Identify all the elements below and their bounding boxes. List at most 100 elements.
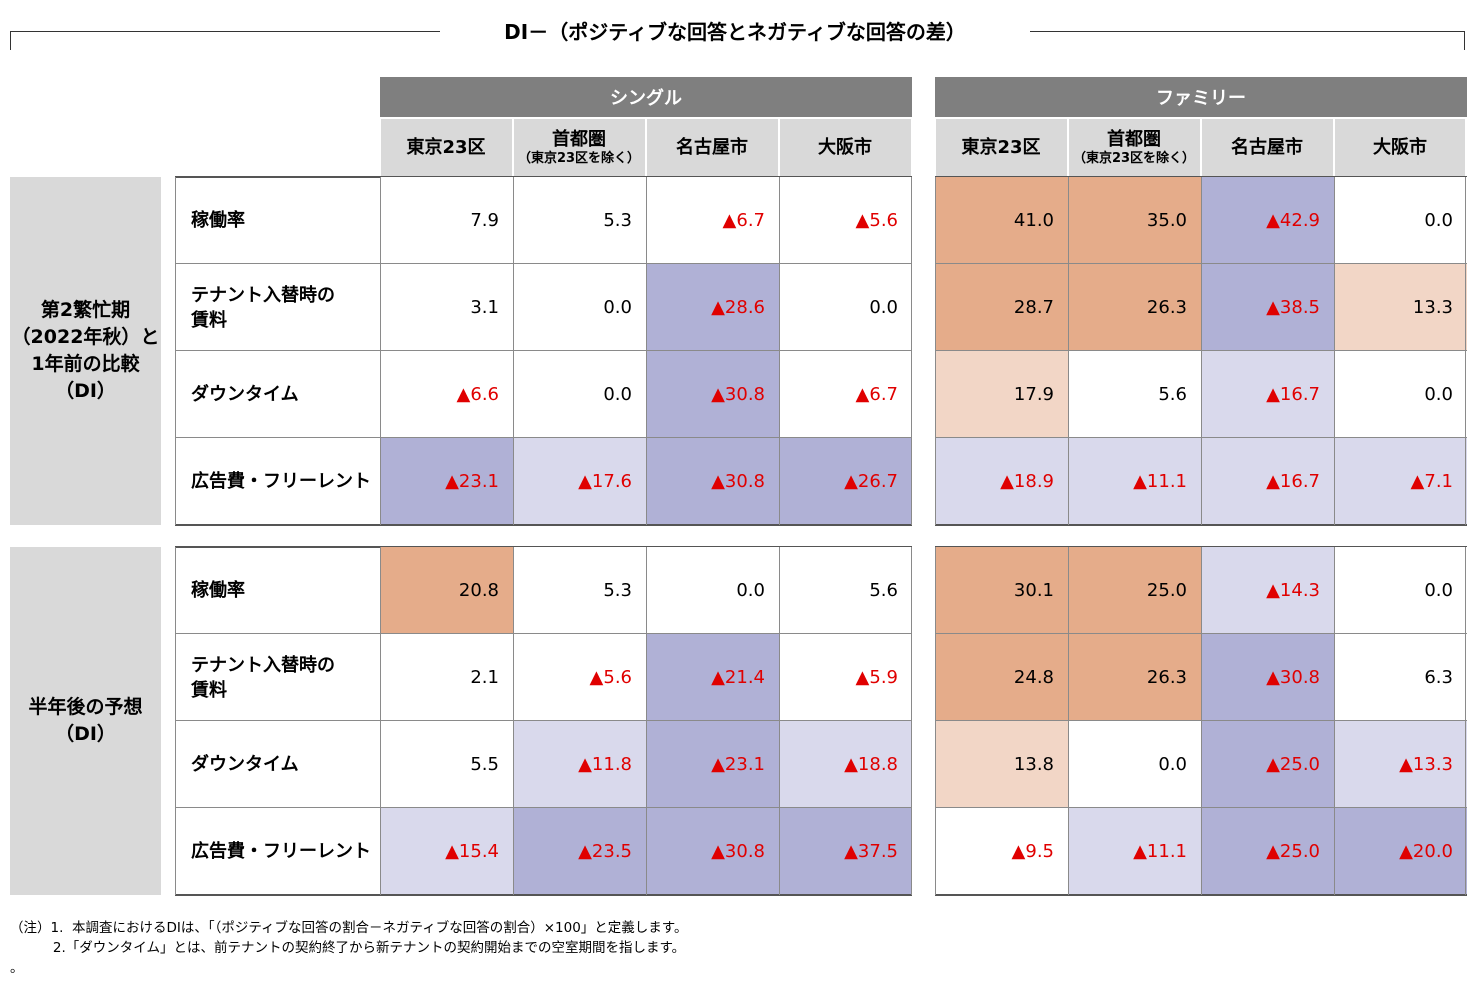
section-label: 第2繁忙期 （2022年秋）と 1年前の比較 （DI） xyxy=(10,177,161,525)
header-rule xyxy=(1068,119,1069,176)
table-cell: ▲25.0 xyxy=(1201,808,1334,895)
table-cell: ▲7.1 xyxy=(1334,438,1467,525)
header-rule xyxy=(1201,119,1202,176)
footnote-2: 2.「ダウンタイム」とは、前テナントの契約終了から新テナントの契約開始までの空室… xyxy=(10,940,686,956)
column-rule xyxy=(380,177,381,525)
row-label: テナント入替時の 賃料 xyxy=(191,654,335,701)
table-cell: 5.6 xyxy=(1068,351,1201,438)
column-header-label: 大阪市 xyxy=(1373,136,1427,158)
table-cell: 24.8 xyxy=(935,634,1068,721)
header-rule xyxy=(779,119,780,176)
table-cell: 5.5 xyxy=(380,721,513,808)
footnotes: （注）1. 本調査におけるDIは、「（ポジティブな回答の割合－ネガティブな回答の… xyxy=(10,918,687,978)
table-cell: 7.9 xyxy=(380,177,513,264)
table-cell: 20.8 xyxy=(380,547,513,634)
table-cell: ▲5.6 xyxy=(779,177,912,264)
table-cell: ▲13.3 xyxy=(1334,721,1467,808)
column-header-label: 名古屋市 xyxy=(1231,136,1303,158)
footnote-1: （注）1. 本調査におけるDIは、「（ポジティブな回答の割合－ネガティブな回答の… xyxy=(10,920,688,936)
header-rule xyxy=(646,119,647,176)
column-header-label: 東京23区 xyxy=(961,136,1041,158)
table-cell: ▲16.7 xyxy=(1201,438,1334,525)
column-header-label: 首都圏 xyxy=(552,128,606,150)
footnote-3: 。 xyxy=(10,960,24,976)
table-cell: 13.8 xyxy=(935,721,1068,808)
row-label: 稼働率 xyxy=(191,580,245,601)
column-rule xyxy=(779,547,780,895)
column-rule xyxy=(779,177,780,525)
row-label: ダウンタイム xyxy=(191,754,299,775)
row-rule xyxy=(175,633,912,634)
table-cell: ▲28.6 xyxy=(646,264,779,351)
column-header: 名古屋市 xyxy=(1201,119,1333,176)
table-cell: ▲38.5 xyxy=(1201,264,1334,351)
header-rule xyxy=(935,119,936,176)
table-cell: 0.0 xyxy=(1334,351,1467,438)
table-cell: 30.1 xyxy=(935,547,1068,634)
header-rule xyxy=(1334,119,1335,176)
row-label: 広告費・フリーレント xyxy=(191,841,371,862)
column-header: 大阪市 xyxy=(1334,119,1466,176)
table-cell: 0.0 xyxy=(513,264,646,351)
column-header-label: 名古屋市 xyxy=(676,136,748,158)
table-cell: 0.0 xyxy=(513,351,646,438)
table-cell: ▲23.1 xyxy=(380,438,513,525)
table-cell: 5.3 xyxy=(513,177,646,264)
column-rule xyxy=(175,177,176,525)
table-cell: ▲5.9 xyxy=(779,634,912,721)
header-rule xyxy=(380,119,381,176)
title-rule-left-tick xyxy=(10,31,11,50)
column-header-label: 東京23区 xyxy=(406,136,486,158)
column-rule xyxy=(646,177,647,525)
table-cell: ▲6.6 xyxy=(380,351,513,438)
table-cell: ▲42.9 xyxy=(1201,177,1334,264)
table-cell: ▲9.5 xyxy=(935,808,1068,895)
table-cell: ▲30.8 xyxy=(646,808,779,895)
table-cell: 0.0 xyxy=(779,264,912,351)
column-rule xyxy=(1334,177,1335,525)
column-rule xyxy=(935,177,936,525)
row-rule xyxy=(935,894,1467,896)
table-cell: 17.9 xyxy=(935,351,1068,438)
table-cell: ▲37.5 xyxy=(779,808,912,895)
table-cell: ▲18.8 xyxy=(779,721,912,808)
column-rule xyxy=(646,547,647,895)
table-cell: ▲21.4 xyxy=(646,634,779,721)
table-cell: ▲16.7 xyxy=(1201,351,1334,438)
header-rule xyxy=(911,119,912,176)
column-header: 東京23区 xyxy=(380,119,512,176)
row-rule xyxy=(175,807,912,808)
table-cell: ▲6.7 xyxy=(779,351,912,438)
row-rule xyxy=(175,894,912,896)
table-cell: ▲11.8 xyxy=(513,721,646,808)
row-label: 稼働率 xyxy=(191,210,245,231)
column-rule xyxy=(380,547,381,895)
column-header: 東京23区 xyxy=(935,119,1067,176)
column-rule xyxy=(175,547,176,895)
table-cell: 13.3 xyxy=(1334,264,1467,351)
table-cell: ▲17.6 xyxy=(513,438,646,525)
table-cell: ▲11.1 xyxy=(1068,438,1201,525)
table-cell: 0.0 xyxy=(1068,721,1201,808)
table-cell: ▲18.9 xyxy=(935,438,1068,525)
table-cell: 5.3 xyxy=(513,547,646,634)
column-rule xyxy=(1201,177,1202,525)
column-rule xyxy=(911,547,912,895)
column-header-label: 大阪市 xyxy=(818,136,872,158)
header-rule xyxy=(513,119,514,176)
table-cell: 0.0 xyxy=(646,547,779,634)
title-rule-right-tick xyxy=(1464,31,1465,50)
row-label: ダウンタイム xyxy=(191,384,299,405)
column-rule xyxy=(1465,547,1466,895)
table-cell: ▲30.8 xyxy=(1201,634,1334,721)
column-rule xyxy=(1334,547,1335,895)
table-cell: ▲15.4 xyxy=(380,808,513,895)
row-rule xyxy=(175,437,912,438)
column-rule xyxy=(911,177,912,525)
column-header-label: 首都圏 xyxy=(1107,128,1161,150)
row-rule xyxy=(175,263,912,264)
row-rule xyxy=(175,524,912,526)
table-cell: ▲5.6 xyxy=(513,634,646,721)
table-cell: 35.0 xyxy=(1068,177,1201,264)
table-cell: ▲26.7 xyxy=(779,438,912,525)
